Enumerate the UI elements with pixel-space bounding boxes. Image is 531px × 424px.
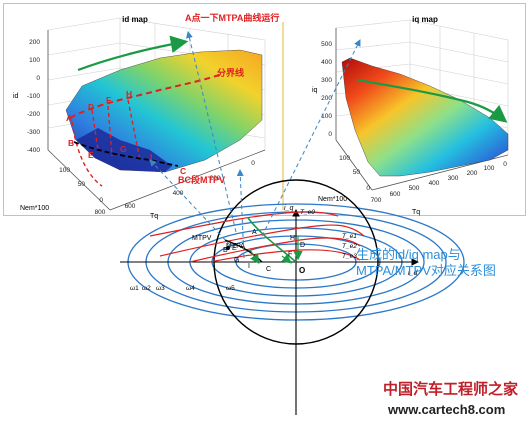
diag-label-mtpa: MTPA [226, 243, 245, 250]
omega-5: ω5 [226, 285, 235, 292]
diag-point-h: H [290, 235, 295, 242]
point-b-marker [226, 246, 230, 250]
iq-map-plot: iq map 500 400 300 200 100 0 iq 100 50 0… [312, 15, 509, 216]
omega-1: ω1 [130, 285, 139, 292]
id-z-tick: 100 [29, 57, 40, 64]
id-x-tick: 600 [125, 203, 136, 210]
diag-point-i: I [248, 263, 250, 270]
iq-x-tick: 400 [429, 180, 440, 187]
diag-point-a: A [252, 229, 257, 236]
id-point-g: G [120, 144, 127, 154]
diag-label-mtpv: MTPV [192, 235, 212, 242]
iq-z-tick: 400 [321, 59, 332, 66]
torque-curves [149, 211, 365, 263]
id-point-i: I [150, 152, 152, 162]
iq-z-tick: 200 [321, 95, 332, 102]
diag-point-e: E [232, 245, 237, 252]
id-point-h: H [126, 89, 132, 99]
iq-x-tick: 200 [467, 170, 478, 177]
ann-boundary: 分界线 [217, 67, 244, 78]
iq-z-label: iq [312, 87, 318, 94]
id-z-tick: -100 [27, 93, 40, 100]
id-y-tick: 100 [59, 167, 70, 174]
id-point-e: E [88, 150, 94, 160]
ann-bc-mtpv: BC段MTPV [178, 174, 225, 185]
diag-point-g: G [234, 257, 239, 264]
omega-2: ω2 [142, 285, 151, 292]
id-point-f: F [106, 95, 111, 105]
id-y-tick: 0 [99, 197, 103, 204]
iq-y-tick: 0 [366, 185, 370, 192]
iq-x-tick: 600 [390, 191, 401, 198]
id-z-ticks: 200 100 0 -100 -200 -300 -400 [27, 39, 40, 154]
id-z-tick: -300 [27, 129, 40, 136]
iq-z-tick: 0 [328, 131, 332, 138]
id-x-tick: 0 [251, 160, 255, 167]
id-y-label: Nem*100 [20, 205, 49, 212]
bc-segment [73, 141, 179, 167]
iq-x-tick: 500 [409, 185, 420, 192]
id-point-b: B [68, 138, 74, 148]
id-point-c: C [180, 166, 186, 176]
iq-y-tick: 50 [353, 169, 361, 176]
id-map-title: id map [122, 15, 148, 24]
label-te3: T_e3 [342, 253, 357, 260]
id-x-label: Tq [150, 213, 158, 220]
iq-x-tick: 300 [448, 175, 459, 182]
right-green-arrow [357, 78, 508, 123]
connector-arrows [149, 31, 361, 259]
id-x-tick: 400 [173, 190, 184, 197]
label-te1: T_e1 [342, 233, 357, 240]
iq-y-tick: 100 [339, 155, 350, 162]
iq-surface [341, 57, 509, 177]
omega-4: ω4 [186, 285, 195, 292]
diag-point-d: D [300, 242, 305, 249]
id-map-plot: id map 200 100 0 -100 -200 -300 -400 id … [13, 12, 279, 220]
iq-y-label: Nem*100 [318, 196, 347, 203]
watermark-cn: 中国汽车工程师之家 [383, 380, 518, 398]
diag-point-b: B [223, 247, 228, 254]
id-x-tick: 800 [95, 209, 106, 216]
watermark-url: www.cartech8.com [387, 402, 505, 417]
id-x-tick: 200 [210, 175, 221, 182]
id-z-tick: -200 [27, 111, 40, 118]
diag-point-f: F [288, 251, 292, 258]
axis-id-label: i_d [408, 270, 418, 277]
iq-x-label: Tq [412, 209, 420, 216]
id-z-tick: 0 [36, 75, 40, 82]
id-y-tick: 50 [78, 181, 86, 188]
id-point-d: D [88, 102, 94, 112]
iq-z-tick: 500 [321, 41, 332, 48]
diag-point-c: C [266, 266, 271, 273]
caption-line-2: MTPA/MTPV对应关系图 [356, 263, 496, 278]
label-te0: T_e0 [300, 209, 315, 216]
id-z-tick: 200 [29, 39, 40, 46]
caption-line-1: 生成的id/iq map与 [356, 247, 461, 262]
iq-x-tick: 100 [484, 165, 495, 172]
iq-z-tick: 100 [321, 113, 332, 120]
id-z-label: id [13, 93, 19, 100]
mtpa-mtpv-diagram: i_d i_q O MTPA MTPV T [120, 179, 465, 415]
axis-iq-label: i_q [284, 205, 293, 212]
omega-3: ω3 [156, 285, 165, 292]
ann-mtpa-path: A点一下MTPA曲线运行 [185, 12, 279, 23]
iq-z-tick: 300 [321, 77, 332, 84]
id-z-tick: -400 [27, 147, 40, 154]
iq-x-tick: 0 [503, 161, 507, 168]
origin-label: O [299, 266, 305, 275]
label-te2: T_e2 [342, 243, 357, 250]
iq-map-title: iq map [412, 15, 438, 24]
iq-x-tick: 700 [371, 197, 382, 204]
boundary-line [69, 73, 223, 119]
id-point-a: A [66, 113, 72, 123]
left-green-arrow [77, 35, 189, 72]
